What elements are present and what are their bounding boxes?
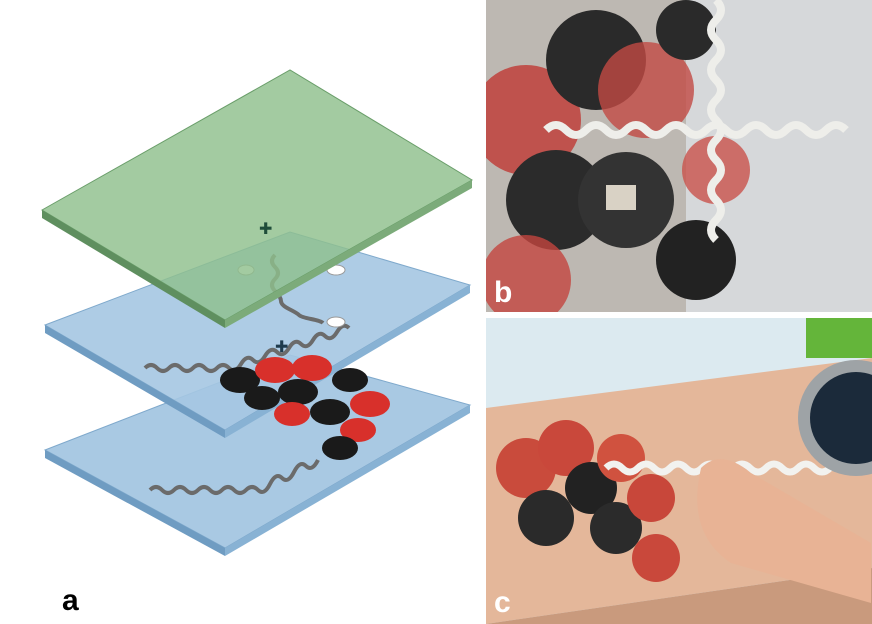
tattoo-on-arm-photo (486, 318, 872, 624)
svg-text:✚: ✚ (259, 219, 272, 238)
panel-label-a: a (62, 584, 79, 617)
top-encapsulation-layer (41, 69, 473, 328)
panel-a-layer-diagram: ✚ ✚ (41, 69, 473, 556)
svg-text:✚: ✚ (275, 337, 288, 356)
panel-b-closeup-photo (486, 0, 872, 312)
tattoo-closeup-photo (486, 0, 872, 312)
layer-stack-diagram: ✚ ✚ (41, 69, 473, 556)
panel-label-b: b (494, 276, 513, 309)
panel-c-arm-photo (486, 318, 872, 624)
panel-label-c: c (494, 586, 511, 619)
tattoo-graphic-dots (220, 355, 390, 460)
middle-serpentine-trace (143, 323, 351, 373)
bottom-serpentine-trace (148, 459, 320, 495)
